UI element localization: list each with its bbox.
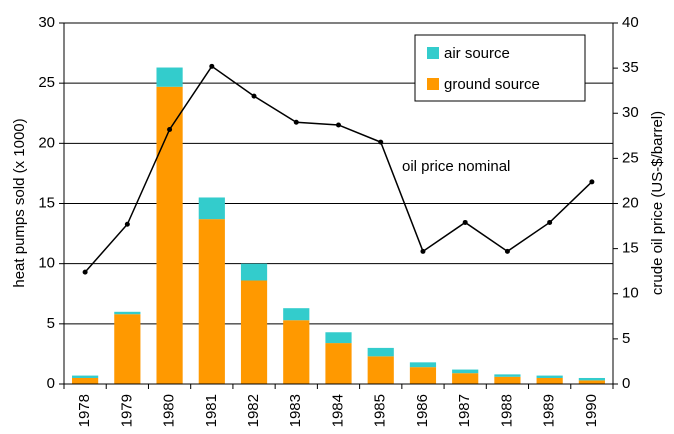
y-axis-label: heat pumps sold (x 1000) bbox=[11, 118, 28, 287]
x-tick-label: 1978 bbox=[76, 394, 93, 427]
x-tick-label: 1989 bbox=[541, 394, 558, 427]
y-tick-label: 0 bbox=[47, 375, 55, 392]
bar bbox=[325, 332, 352, 344]
x-tick-label: 1988 bbox=[498, 394, 515, 427]
bar bbox=[578, 377, 605, 381]
y2-tick-label: 10 bbox=[622, 285, 639, 302]
bar bbox=[198, 197, 225, 220]
y-tick-label: 15 bbox=[38, 194, 55, 211]
y2-tick-label: 40 bbox=[622, 14, 639, 31]
line-marker bbox=[378, 139, 384, 145]
x-tick-label: 1984 bbox=[329, 394, 346, 427]
line-marker bbox=[167, 126, 173, 132]
y-tick-label: 20 bbox=[38, 134, 55, 151]
x-tick-label: 1979 bbox=[118, 394, 135, 427]
legend-label: ground source bbox=[444, 76, 540, 93]
bar bbox=[409, 367, 437, 384]
bar bbox=[494, 376, 521, 384]
bar bbox=[283, 320, 310, 384]
bar bbox=[283, 308, 310, 321]
y2-tick-label: 30 bbox=[622, 104, 639, 121]
bar bbox=[494, 374, 521, 377]
y2-tick-label: 35 bbox=[622, 59, 639, 76]
bar bbox=[325, 343, 352, 384]
x-tick-label: 1986 bbox=[414, 394, 431, 427]
line-marker bbox=[251, 93, 257, 99]
legend-label: air source bbox=[444, 45, 510, 62]
bar bbox=[156, 86, 183, 384]
bar bbox=[72, 377, 99, 384]
bar bbox=[114, 314, 141, 384]
x-tick-label: 1982 bbox=[245, 394, 262, 427]
y-tick-label: 25 bbox=[38, 74, 55, 91]
line-marker bbox=[124, 221, 130, 227]
y2-tick-label: 0 bbox=[622, 375, 630, 392]
bar bbox=[452, 373, 479, 384]
line-marker bbox=[420, 248, 426, 254]
legend-box bbox=[414, 34, 586, 102]
bar bbox=[240, 280, 268, 384]
bar bbox=[156, 67, 183, 87]
legend-swatch bbox=[427, 47, 439, 59]
bar bbox=[452, 369, 479, 374]
bar bbox=[536, 375, 563, 378]
x-tick-label: 1983 bbox=[287, 394, 304, 427]
line-marker bbox=[589, 179, 595, 185]
legend-swatch bbox=[427, 78, 439, 90]
line-annotation: oil price nominal bbox=[402, 158, 510, 175]
bar bbox=[114, 311, 141, 315]
y2-tick-label: 20 bbox=[622, 194, 639, 211]
x-tick-label: 1987 bbox=[456, 394, 473, 427]
y-tick-label: 5 bbox=[47, 315, 55, 332]
line-marker bbox=[293, 119, 299, 125]
y2-axis-label: crude oil price (US-$/barrel) bbox=[649, 111, 666, 295]
bar bbox=[240, 263, 268, 281]
bar bbox=[409, 362, 437, 368]
x-tick-label: 1985 bbox=[372, 394, 389, 427]
bar bbox=[198, 219, 225, 384]
legend: air source ground source bbox=[414, 34, 586, 102]
line-marker bbox=[547, 219, 553, 225]
bar bbox=[536, 377, 563, 384]
y-tick-label: 30 bbox=[38, 14, 55, 31]
x-tick-label: 1981 bbox=[203, 394, 220, 427]
line-marker bbox=[336, 122, 341, 128]
y2-tick-label: 5 bbox=[622, 330, 630, 347]
bar bbox=[578, 380, 605, 384]
line-marker bbox=[504, 248, 510, 254]
line-marker bbox=[209, 63, 215, 69]
x-tick-label: 1980 bbox=[161, 394, 178, 427]
bar bbox=[367, 347, 394, 357]
line-marker bbox=[462, 219, 468, 225]
line-marker bbox=[82, 269, 88, 275]
y-tick-label: 10 bbox=[38, 255, 55, 272]
x-tick-label: 1990 bbox=[583, 394, 600, 427]
y2-tick-label: 15 bbox=[622, 240, 639, 257]
bar bbox=[367, 356, 394, 384]
y2-tick-label: 25 bbox=[622, 149, 639, 166]
bar bbox=[72, 375, 99, 378]
